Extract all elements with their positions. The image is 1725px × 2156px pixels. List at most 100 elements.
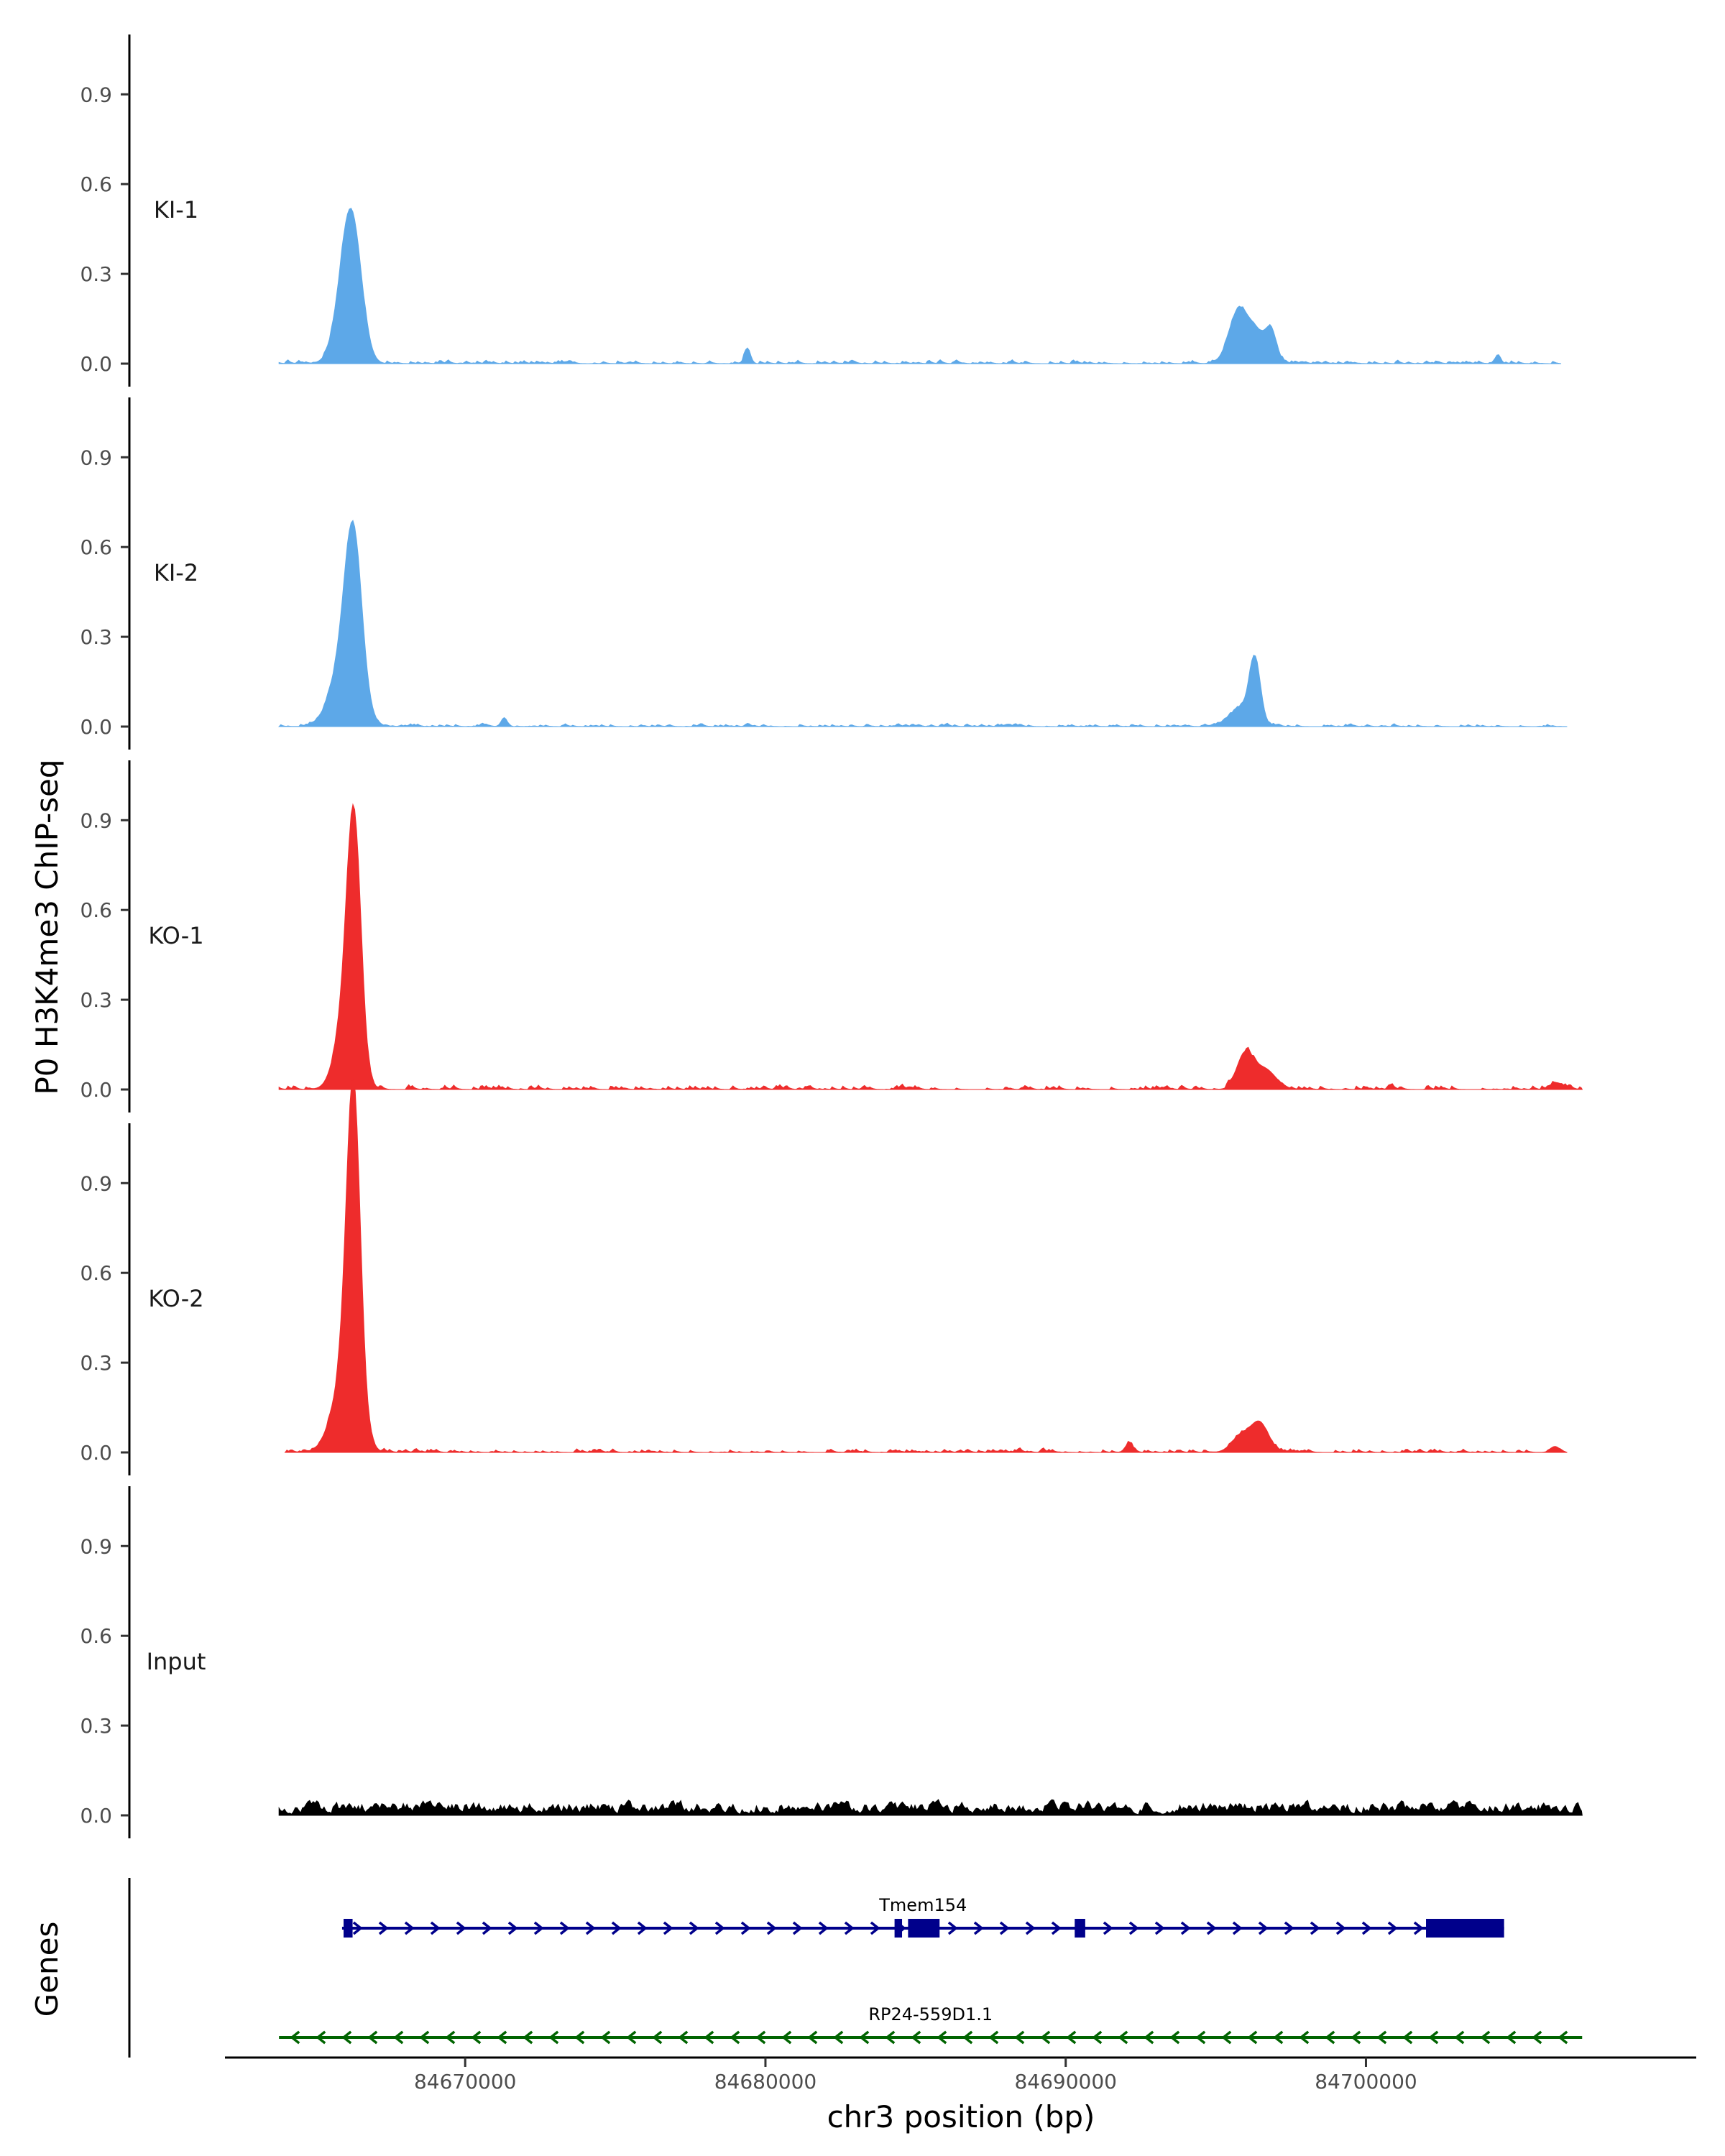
strand-arrow (1144, 2030, 1154, 2045)
strand-arrow (833, 2030, 844, 2045)
strand-arrow (818, 1921, 829, 1935)
y-tick-label: 0.6 (80, 1624, 112, 1648)
strand-arrow (1040, 2030, 1051, 2045)
track-label: KI-1 (154, 196, 198, 224)
y-tick-label: 0.0 (80, 352, 112, 376)
strand-arrow (352, 1921, 363, 1935)
strand-arrow (445, 2030, 456, 2045)
y-tick-label: 0.9 (80, 1534, 112, 1558)
track-panel-ko-2: 0.0 0.3 0.6 0.9 KO-2 (80, 1077, 1568, 1475)
signal-area-ki-2 (278, 520, 1568, 727)
strand-arrow (1258, 1921, 1269, 1935)
strand-arrow (999, 1921, 1010, 1935)
strand-arrow (393, 2030, 404, 2045)
gene-label: RP24-559D1.1 (868, 2004, 993, 2024)
strand-arrow (1454, 2030, 1465, 2045)
x-tick-label: 84680000 (714, 2070, 817, 2093)
strand-arrow (1284, 1921, 1294, 1935)
strand-arrow (1299, 2030, 1310, 2045)
y-tick-label: 0.0 (80, 1078, 112, 1102)
y-tick-label: 0.3 (80, 1351, 112, 1375)
track-label: KI-2 (154, 559, 198, 586)
strand-arrow (652, 2030, 663, 2045)
y-tick-label: 0.3 (80, 988, 112, 1012)
strand-arrow (1180, 1921, 1191, 1935)
y-tick-label: 0.9 (80, 83, 112, 106)
strand-arrow (1506, 2030, 1517, 2045)
y-tick-label: 0.3 (80, 625, 112, 649)
strand-arrow (807, 2030, 818, 2045)
exon (908, 1919, 940, 1938)
y-tick-label: 0.0 (80, 1441, 112, 1465)
strand-arrow (1169, 2030, 1180, 2045)
strand-arrow (637, 1921, 648, 1935)
strand-arrow (1066, 2030, 1077, 2045)
strand-arrow (559, 1921, 570, 1935)
strand-arrow (678, 2030, 689, 2045)
strand-arrow (316, 2030, 326, 2045)
y-tick-label: 0.6 (80, 172, 112, 196)
strand-arrow (548, 2030, 559, 2045)
strand-arrow (1361, 1921, 1372, 1935)
strand-arrow (704, 2030, 714, 2045)
y-tick-label: 0.0 (80, 715, 112, 739)
strand-arrow (962, 2030, 973, 2045)
strand-arrow (626, 2030, 637, 2045)
strand-arrow (870, 1921, 880, 1935)
track-label: KO-1 (148, 922, 203, 949)
gene-label: Tmem154 (878, 1895, 967, 1915)
gene-tmem154: Tmem154 (341, 1895, 1504, 1938)
strand-arrow (1232, 1921, 1243, 1935)
strand-arrow (290, 2030, 300, 2045)
strand-arrow (730, 2030, 740, 2045)
y-tick-label: 0.3 (80, 262, 112, 286)
strand-arrow (1387, 1921, 1398, 1935)
strand-arrow (523, 2030, 533, 2045)
strand-arrow (844, 1921, 855, 1935)
track-panel-ki-2: 0.0 0.3 0.6 0.9 KI-2 (80, 397, 1568, 750)
strand-arrow (663, 1921, 673, 1935)
strand-arrow (419, 2030, 430, 2045)
strand-arrow (1103, 1921, 1113, 1935)
y-axis-title: P0 H3K4me3 ChIP-seq (29, 759, 65, 1095)
y-tick-label: 0.6 (80, 535, 112, 559)
strand-arrow (533, 1921, 544, 1935)
strand-arrow (1154, 1921, 1165, 1935)
gene-rp24-559d1.1: RP24-559D1.1 (279, 2004, 1583, 2045)
track-panel-ki-1: 0.0 0.3 0.6 0.9 KI-1 (80, 34, 1562, 387)
strand-arrow (1480, 2030, 1491, 2045)
strand-arrow (1014, 2030, 1025, 2045)
tracks-layer: 0.00.30.60.9KI-10.00.30.60.9KI-20.00.30.… (80, 34, 1583, 1838)
y-tick-label: 0.9 (80, 808, 112, 832)
strand-arrow (1335, 1921, 1346, 1935)
strand-arrow (574, 2030, 585, 2045)
exon (1426, 1919, 1504, 1938)
x-tick-label: 84670000 (414, 2070, 517, 2093)
strand-arrow (1413, 1921, 1424, 1935)
signal-area-ko-1 (278, 803, 1583, 1090)
genes-panel: Tmem154 RP24-559D1.1 (128, 1878, 1583, 2058)
exon (894, 1919, 903, 1938)
x-tick-label: 84700000 (1315, 2070, 1417, 2093)
strand-arrow (1092, 2030, 1103, 2045)
strand-arrow (585, 1921, 596, 1935)
strand-arrow (378, 1921, 389, 1935)
strand-arrow (947, 1921, 958, 1935)
strand-arrow (1558, 2030, 1568, 2045)
strand-arrow (611, 1921, 622, 1935)
strand-arrow (885, 2030, 896, 2045)
y-tick-label: 0.0 (80, 1804, 112, 1828)
strand-arrow (973, 1921, 984, 1935)
strand-arrow (1428, 2030, 1439, 2045)
genes-axis-title: Genes (29, 1922, 65, 2017)
strand-arrow (497, 2030, 507, 2045)
strand-arrow (341, 2030, 352, 2045)
strand-arrow (1325, 2030, 1335, 2045)
strand-arrow (988, 2030, 999, 2045)
strand-arrow (600, 2030, 611, 2045)
strand-arrow (1376, 2030, 1387, 2045)
y-tick-label: 0.6 (80, 1261, 112, 1285)
strand-arrow (1195, 2030, 1206, 2045)
strand-arrow (1273, 2030, 1284, 2045)
strand-arrow (1402, 2030, 1413, 2045)
